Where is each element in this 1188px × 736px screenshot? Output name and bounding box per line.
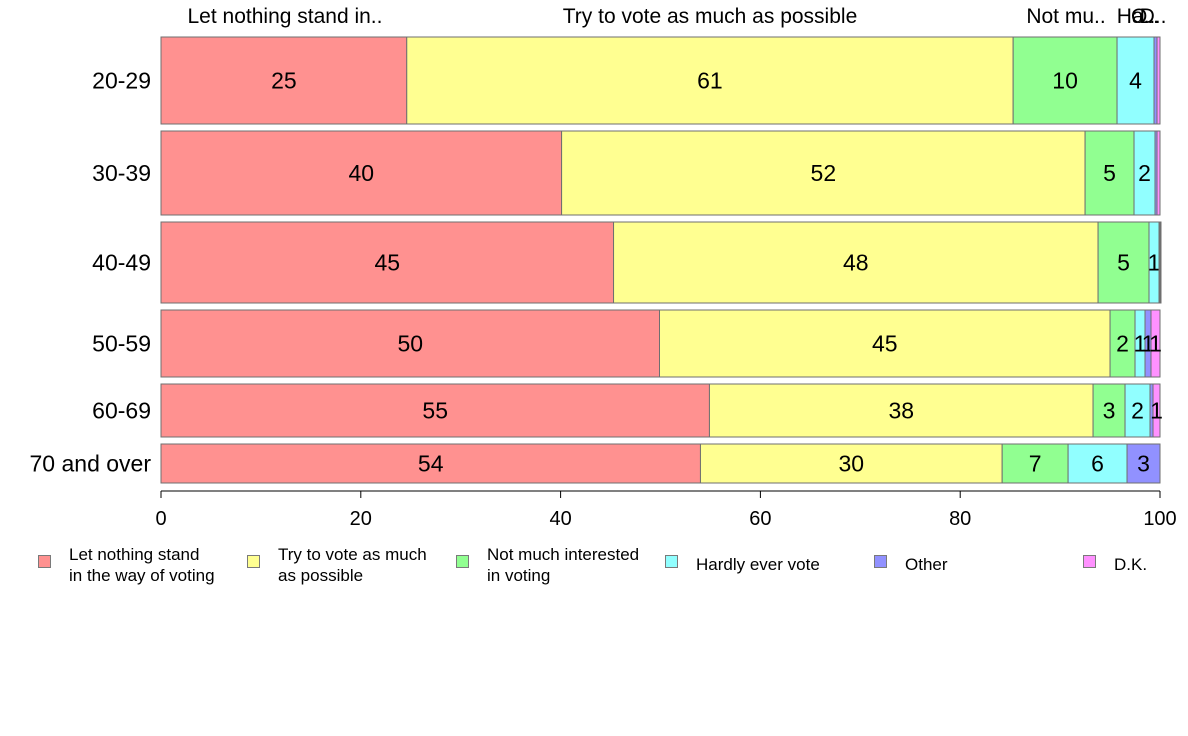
bar-segment xyxy=(1159,221,1162,304)
bar-data-label: 25 xyxy=(271,68,297,94)
legend-label: Let nothing stand in the way of voting xyxy=(69,545,215,585)
bar-segment xyxy=(1109,309,1136,378)
x-tick-label: 100 xyxy=(1143,508,1176,530)
bar-segment xyxy=(708,383,1094,438)
legend-label: Not much interested in voting xyxy=(487,545,640,585)
bar-segment xyxy=(160,383,710,438)
bar-segment xyxy=(160,309,661,378)
bar-data-label: 1 xyxy=(1134,331,1147,357)
bar-segment xyxy=(1156,36,1161,125)
bar-data-label: 1 xyxy=(1148,250,1161,276)
bar-data-label: 2 xyxy=(1116,331,1129,357)
bar-segment xyxy=(613,221,1099,304)
legend-swatch xyxy=(38,555,51,568)
category-label: 20-29 xyxy=(92,68,151,94)
category-label: 50-59 xyxy=(92,331,151,357)
bar-segment xyxy=(1097,221,1150,304)
series-top-label: D.. xyxy=(1140,5,1167,28)
bar-data-label: 40 xyxy=(349,160,375,186)
category-label: 60-69 xyxy=(92,398,151,424)
category-label: 40-49 xyxy=(92,250,151,276)
bar-segment xyxy=(1124,383,1151,438)
legend-item: Hardly ever vote xyxy=(665,544,820,575)
bar-data-label: 3 xyxy=(1103,398,1116,424)
bar-data-label: 54 xyxy=(418,451,444,477)
legend-item: D.K. xyxy=(1083,544,1147,575)
legend-label: Other xyxy=(905,555,948,574)
bar-data-label: 61 xyxy=(697,68,723,94)
y-axis-labels: 20-29 30-39 40-49 50-59 60-69 70 and over xyxy=(30,68,152,477)
bar-data-label: 50 xyxy=(397,331,423,357)
legend-item: Try to vote as much as possible xyxy=(247,544,427,586)
bar-segment xyxy=(1092,383,1126,438)
bar-segment xyxy=(160,36,408,125)
bar-data-label: 38 xyxy=(888,398,914,424)
legend-label: D.K. xyxy=(1114,555,1148,574)
bar-segment xyxy=(561,130,1086,216)
legend-swatch xyxy=(1083,555,1096,568)
series-top-label: Let nothing stand in.. xyxy=(188,5,383,28)
bar-data-label: 7 xyxy=(1029,451,1042,477)
bar-data-label: 5 xyxy=(1103,160,1116,186)
bar-segment xyxy=(1116,36,1155,125)
category-label: 70 and over xyxy=(30,451,152,477)
bar-segment xyxy=(160,130,563,216)
bar-data-label: 30 xyxy=(839,451,865,477)
bar-segment xyxy=(1001,443,1069,484)
x-axis: 0 20 40 60 80 100 xyxy=(155,490,1177,530)
bar-segment xyxy=(160,443,701,484)
bar-segment xyxy=(1012,36,1118,125)
bar-segment xyxy=(160,221,615,304)
legend-swatch xyxy=(456,555,469,568)
x-tick-label: 40 xyxy=(549,508,571,530)
legend-swatch xyxy=(665,555,678,568)
bar-data-label: 10 xyxy=(1052,68,1078,94)
bar-segment xyxy=(1156,130,1161,216)
bar-data-label: 45 xyxy=(374,250,400,276)
stacked-bar-chart: Let nothing stand in.. Try to vote as muc… xyxy=(30,5,1177,530)
bar-segment xyxy=(1152,383,1161,438)
bar-data-label: 5 xyxy=(1117,250,1130,276)
bar-data-label: 45 xyxy=(872,331,898,357)
legend-item: Let nothing stand in the way of voting xyxy=(38,544,215,586)
category-label: 30-39 xyxy=(92,160,151,186)
bar-data-label: 2 xyxy=(1138,160,1151,186)
x-tick-label: 0 xyxy=(155,508,166,530)
legend-label: Hardly ever vote xyxy=(696,555,820,574)
bar-data-label: 1 xyxy=(1150,398,1163,424)
legend-label: Try to vote as much as possible xyxy=(278,545,427,585)
series-top-label: Not mu.. xyxy=(1026,5,1105,28)
bar-data-label: 2 xyxy=(1131,398,1144,424)
bar-segment xyxy=(1150,309,1161,378)
bar-data-label: 55 xyxy=(422,398,448,424)
bar-data-label: 48 xyxy=(843,250,869,276)
bar-segment xyxy=(1126,443,1161,484)
x-tick-label: 20 xyxy=(350,508,372,530)
legend-swatch xyxy=(247,555,260,568)
legend-item: Other xyxy=(874,544,948,575)
legend: Let nothing stand in the way of voting Tr… xyxy=(38,544,1188,594)
series-top-labels: Let nothing stand in.. Try to vote as muc… xyxy=(188,5,1167,28)
legend-item: Not much interested in voting xyxy=(456,544,639,586)
bar-data-label: 52 xyxy=(811,160,837,186)
bar-data-label: 3 xyxy=(1137,451,1150,477)
bar-segment xyxy=(659,309,1111,378)
series-top-label: Ha.. xyxy=(1117,5,1156,28)
bar-segment xyxy=(699,443,1003,484)
bar-segment xyxy=(1084,130,1135,216)
x-tick-label: 80 xyxy=(949,508,971,530)
bar-data-label: 6 xyxy=(1091,451,1104,477)
bar-data-label: 1 xyxy=(1149,331,1162,357)
x-tick-label: 60 xyxy=(749,508,771,530)
bar-data-label: 4 xyxy=(1129,68,1142,94)
legend-swatch xyxy=(874,555,887,568)
bar-segment xyxy=(1067,443,1128,484)
series-top-label: Try to vote as much as possible xyxy=(563,5,858,28)
series-top-label: O.. xyxy=(1131,5,1159,28)
